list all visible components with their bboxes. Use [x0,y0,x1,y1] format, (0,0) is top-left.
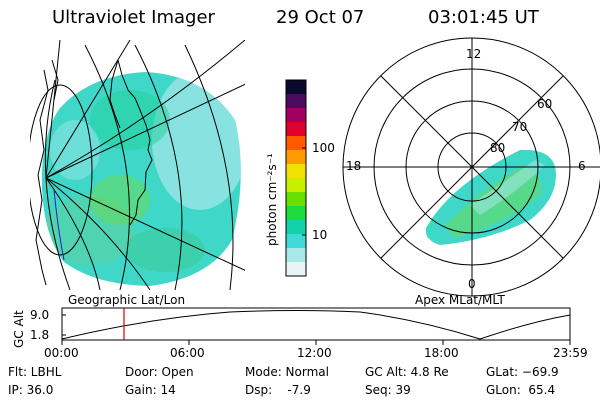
colorbar-band [286,136,306,151]
polar-lat-60: 60 [537,97,553,111]
polar-mlt-6: 6 [578,159,586,173]
colorbar-band [286,94,306,109]
colorbar-band [286,80,306,95]
gc-alt-info: GC Alt: 4.8 Re [365,365,449,379]
instrument-title: Ultraviolet Imager [52,7,215,28]
colorbar-band [286,206,306,221]
time-tick-1800: 18:00 [424,346,459,360]
glat-info: GLat: −69.9 [486,365,559,379]
polar-mlt-0: 0 [468,277,476,291]
seq-info: Seq: 39 [365,383,411,397]
colorbar-band [286,150,306,165]
time-tick-2359: 23:59 [553,346,588,360]
colorbar-band [286,192,306,207]
time-tick-0600: 06:00 [170,346,205,360]
time-tick-1200: 12:00 [297,346,332,360]
colorbar [286,80,306,277]
colorbar-band [286,108,306,123]
door-info: Door: Open [125,365,194,379]
colorbar-band [286,262,306,277]
alt-tick-1-8: 1.8 [30,328,50,342]
mode-info: Mode: Normal [245,365,329,379]
filter-info: Flt: LBHL [8,365,62,379]
gain-info: Gain: 14 [125,383,176,397]
date-label: 29 Oct 07 [276,7,365,28]
time-tick-0000: 00:00 [44,346,79,360]
dsp-info: Dsp: -7.9 [245,383,311,397]
emission-texture [45,72,241,272]
polar-lat-80: 80 [490,141,506,155]
geographic-label: Geographic Lat/Lon [68,293,186,307]
colorbar-band [286,178,306,193]
apex-label: Apex MLat/MLT [415,293,505,307]
glon-info: GLon: 65.4 [486,383,556,397]
colorbar-band [286,234,306,249]
colorbar-unit-label: photon cm⁻²s⁻¹ [265,153,279,246]
polar-plot [342,37,600,297]
gc-alt-axis-label: GC Alt [12,310,26,348]
polar-mlt-12: 12 [466,47,482,61]
colorbar-band [286,122,306,137]
time-label: 03:01:45 UT [428,7,539,28]
polar-lat-70: 70 [512,120,528,134]
colorbar-band [286,164,306,179]
alt-tick-9: 9.0 [30,308,50,322]
altitude-curve [61,310,571,340]
geographic-image [30,40,245,290]
colorbar-tick-100: 100 [312,141,335,155]
colorbar-band [286,248,306,263]
colorbar-band [286,220,306,235]
polar-mlt-18: 18 [346,159,362,173]
ip-info: IP: 36.0 [8,383,54,397]
colorbar-tick-10: 10 [312,228,328,242]
altitude-plot [61,307,571,345]
